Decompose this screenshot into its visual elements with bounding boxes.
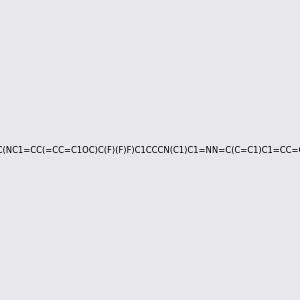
Text: O=C(NC1=CC(=CC=C1OC)C(F)(F)F)C1CCCN(C1)C1=NN=C(C=C1)C1=CC=CO1: O=C(NC1=CC(=CC=C1OC)C(F)(F)F)C1CCCN(C1)C… <box>0 146 300 154</box>
